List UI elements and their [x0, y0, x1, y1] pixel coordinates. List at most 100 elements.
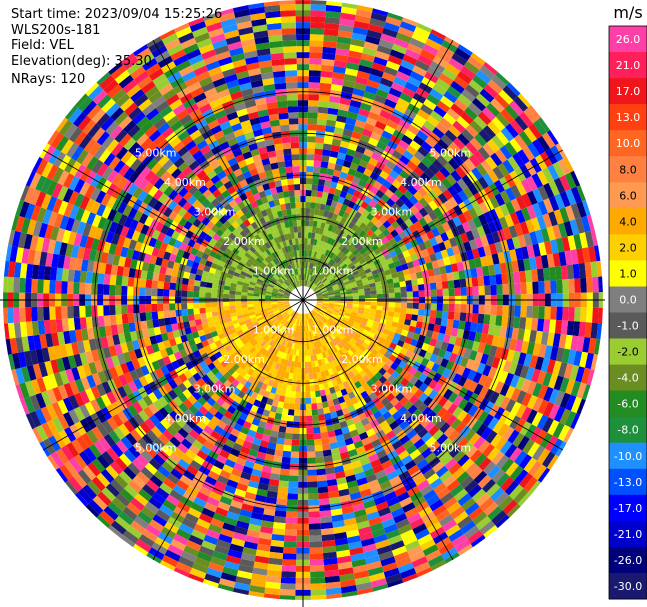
- range-gate: [310, 282, 315, 289]
- range-gate: [361, 209, 370, 218]
- range-gate: [312, 284, 317, 290]
- range-gate: [395, 144, 407, 155]
- range-gate: [308, 88, 320, 95]
- range-gate: [363, 91, 376, 101]
- range-gate: [331, 281, 338, 287]
- range-gate: [333, 287, 340, 291]
- range-gate: [327, 266, 334, 273]
- range-gate: [414, 59, 430, 72]
- range-gate: [359, 270, 366, 277]
- range-gate: [326, 168, 335, 176]
- range-gate: [341, 263, 348, 270]
- range-gate: [559, 175, 571, 192]
- range-gate: [314, 271, 319, 278]
- range-gate: [304, 238, 308, 245]
- range-gate: [327, 275, 334, 281]
- range-gate: [369, 105, 382, 116]
- range-gate: [347, 221, 356, 230]
- range-gate: [400, 213, 410, 223]
- range-gate: [311, 284, 316, 290]
- range-gate: [326, 273, 332, 280]
- range-gate: [325, 272, 331, 278]
- range-gate: [371, 152, 382, 162]
- range-gate: [543, 182, 555, 199]
- range-gate: [468, 79, 484, 94]
- range-gate: [331, 283, 339, 288]
- range-gate: [461, 174, 473, 187]
- range-gate: [495, 112, 510, 128]
- range-gate: [401, 179, 412, 190]
- range-gate: [418, 217, 428, 227]
- range-gate: [321, 155, 330, 163]
- range-gate: [509, 212, 520, 226]
- range-gate: [444, 146, 457, 159]
- range-gate: [355, 145, 366, 154]
- range-gate: [324, 242, 330, 250]
- range-gate: [424, 136, 437, 148]
- range-gate: [345, 192, 353, 201]
- range-gate: [369, 18, 386, 28]
- range-gate: [356, 5, 373, 13]
- range-gate: [335, 257, 342, 264]
- range-gate: [314, 142, 324, 150]
- range-gate: [311, 232, 316, 239]
- range-gate: [396, 252, 405, 261]
- range-gate: [319, 167, 328, 175]
- range-gate: [351, 224, 359, 232]
- range-gate: [432, 143, 445, 155]
- range-gate: [513, 96, 529, 112]
- range-gate: [323, 271, 330, 277]
- range-gate: [395, 198, 405, 208]
- range-gate: [320, 161, 329, 169]
- range-gate: [309, 46, 323, 53]
- range-gate: [369, 232, 378, 241]
- range-gate: [380, 260, 388, 268]
- range-gate: [358, 64, 372, 74]
- range-gate: [461, 89, 476, 103]
- range-gate: [404, 129, 417, 141]
- range-gate: [376, 141, 387, 151]
- range-gate: [370, 12, 388, 22]
- range-gate: [506, 82, 521, 97]
- range-gate: [570, 186, 582, 204]
- range-gate: [504, 141, 518, 157]
- range-gate: [397, 65, 413, 77]
- range-gate: [378, 256, 386, 263]
- range-gate: [332, 233, 339, 241]
- range-gate: [416, 22, 433, 33]
- range-gate: [347, 56, 361, 65]
- range-gate: [379, 77, 394, 88]
- range-gate: [350, 195, 359, 204]
- range-gate: [335, 158, 345, 166]
- range-gate: [315, 202, 321, 210]
- range-gate: [320, 222, 326, 229]
- range-gate: [319, 267, 325, 274]
- range-gate: [464, 158, 476, 171]
- range-gate: [483, 211, 494, 224]
- range-gate: [342, 265, 350, 272]
- range-gate: [448, 125, 462, 138]
- range-gate: [304, 244, 308, 251]
- range-gate: [475, 93, 491, 108]
- range-gate: [322, 248, 328, 255]
- range-gate: [342, 278, 350, 284]
- range-gate: [402, 250, 411, 258]
- range-gate: [425, 38, 442, 51]
- range-gate: [395, 70, 410, 82]
- range-gate: [344, 123, 355, 132]
- range-gate: [440, 134, 454, 147]
- range-gate: [418, 197, 429, 208]
- range-gate: [487, 79, 503, 94]
- range-gate: [528, 123, 542, 140]
- range-gate: [309, 275, 313, 282]
- range-gate: [348, 50, 363, 59]
- range-gate: [337, 259, 344, 266]
- range-gate: [397, 26, 414, 38]
- range-gate: [510, 198, 521, 212]
- range-gate: [399, 92, 413, 104]
- range-gate: [537, 117, 551, 133]
- range-gate: [450, 80, 465, 94]
- range-gate: [331, 271, 338, 277]
- range-gate: [493, 218, 503, 232]
- range-gate: [339, 140, 350, 149]
